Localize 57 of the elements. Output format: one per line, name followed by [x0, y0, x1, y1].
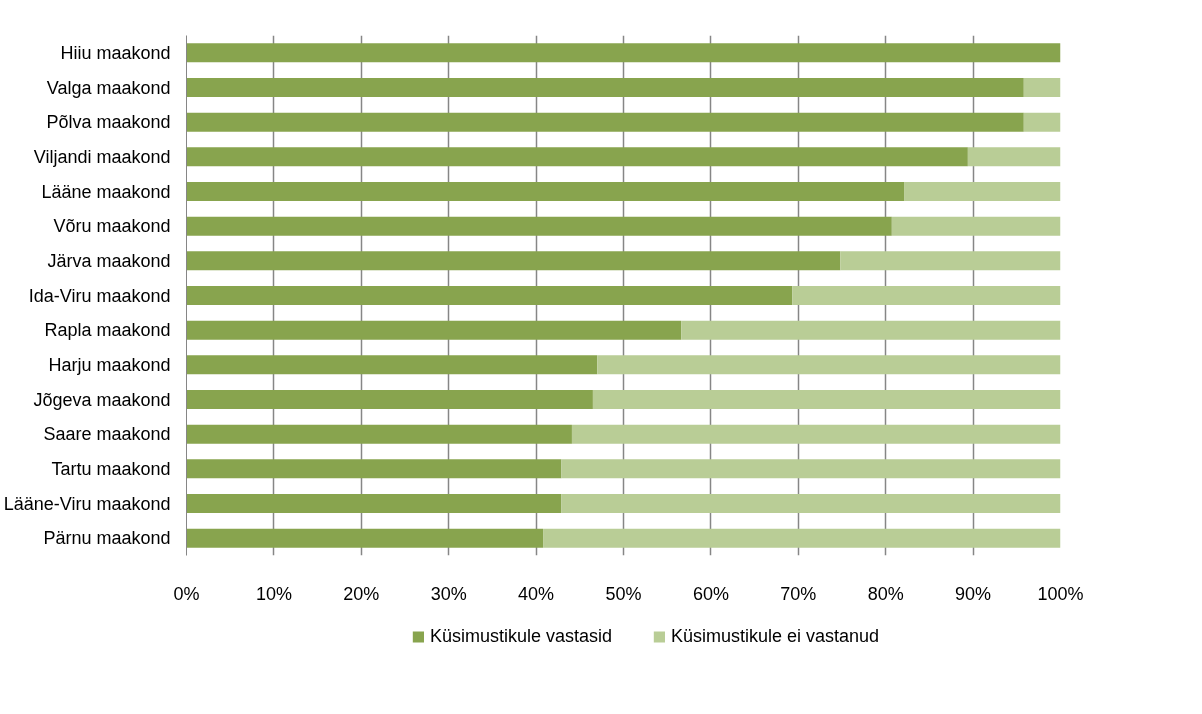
bar [1023, 77, 1061, 98]
x-tick-label: 20% [343, 583, 380, 604]
bar [186, 493, 562, 514]
x-tick-label: 10% [255, 583, 292, 604]
bar [186, 320, 682, 340]
x-tick-label: 0% [173, 583, 200, 604]
bar [592, 389, 1061, 410]
legend-label: Küsimustikule ei vastanud [670, 625, 880, 647]
y-tick-label: Viljandi maakond [33, 146, 171, 167]
bar [597, 355, 1061, 375]
x-tick-label: 80% [867, 583, 904, 604]
bar [186, 43, 1061, 63]
x-tick-label: 100% [1037, 583, 1084, 604]
bar [186, 216, 892, 236]
y-tick-label: Harju maakond [48, 354, 171, 375]
bar [792, 285, 1061, 306]
y-tick-label: Hiiu maakond [60, 42, 171, 63]
y-tick-label: Pärnu maakond [43, 528, 171, 549]
bar [186, 459, 562, 479]
bar [571, 424, 1061, 444]
bar [1023, 112, 1061, 132]
bar [186, 147, 968, 167]
y-tick-label: Põlva maakond [46, 112, 171, 133]
bar [186, 389, 593, 410]
y-tick-label: Võru maakond [53, 216, 171, 237]
bar [561, 493, 1061, 514]
y-tick-label: Saare maakond [43, 424, 171, 445]
bar [186, 528, 544, 548]
y-tick-label: Valga maakond [46, 77, 171, 98]
bar [561, 459, 1061, 479]
x-tick-label: 70% [780, 583, 817, 604]
bar [186, 251, 841, 271]
x-tick-label: 30% [430, 583, 467, 604]
bar [904, 181, 1061, 202]
x-tick-label: 40% [518, 583, 555, 604]
bar [543, 528, 1061, 548]
y-tick-label: Lääne maakond [41, 181, 171, 202]
y-tick-label: Lääne-Viru maakond [3, 493, 171, 514]
bar [186, 285, 793, 306]
bar [967, 147, 1061, 167]
y-tick-label: Tartu maakond [51, 458, 171, 479]
bar [681, 320, 1061, 340]
x-tick-label: 50% [605, 583, 642, 604]
bar [840, 251, 1061, 271]
x-tick-label: 90% [955, 583, 992, 604]
bar [186, 112, 1024, 132]
bar [186, 181, 905, 202]
legend-label: Küsimustikule vastasid [429, 625, 612, 647]
bar [186, 424, 572, 444]
bar [891, 216, 1061, 236]
x-tick-label: 60% [692, 583, 729, 604]
bar [186, 77, 1024, 98]
y-tick-label: Rapla maakond [44, 320, 171, 341]
y-tick-label: Ida-Viru maakond [28, 285, 171, 306]
y-tick-label: Järva maakond [47, 250, 171, 271]
y-tick-label: Jõgeva maakond [33, 389, 171, 410]
bar [186, 355, 598, 375]
